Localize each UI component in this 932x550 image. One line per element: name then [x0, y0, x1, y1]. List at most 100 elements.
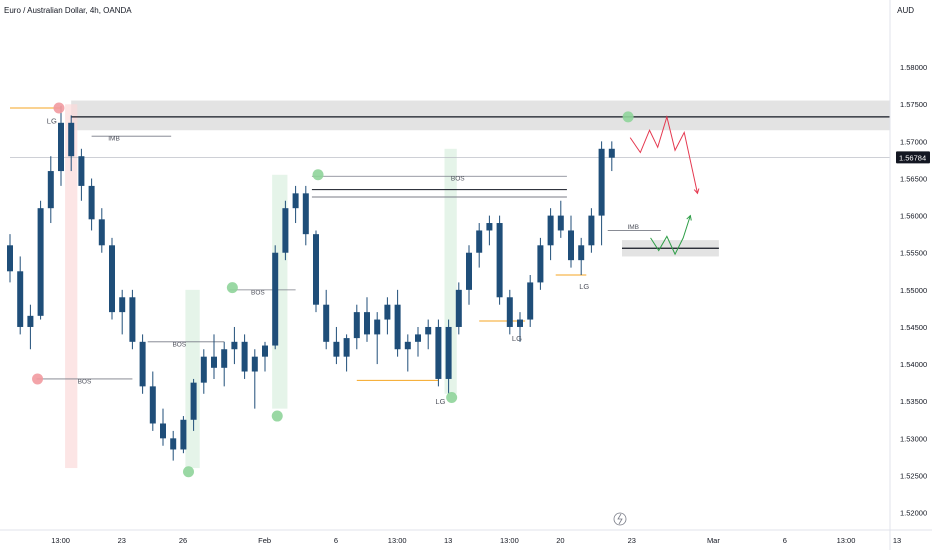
time-tick-label: 23: [628, 536, 636, 545]
candle-body: [302, 193, 309, 235]
candle-body: [68, 122, 75, 157]
bullish-projection-arrowhead: [686, 214, 692, 221]
candle-body: [608, 148, 615, 158]
time-tick-label: 20: [556, 536, 564, 545]
time-tick-label: 13:00: [388, 536, 407, 545]
green-dot-2: [226, 282, 238, 294]
candle-body: [578, 245, 585, 261]
red-zone: [65, 104, 78, 469]
price-tick-label: 1.54500: [900, 323, 927, 332]
time-tick-label: Mar: [707, 536, 720, 545]
price-tick-label: 1.52000: [900, 509, 927, 518]
price-tick-label: 1.56000: [900, 212, 927, 221]
candle-body: [262, 345, 268, 357]
annotation-lg: LG: [47, 117, 57, 126]
candle-body: [598, 148, 605, 216]
candle-body: [58, 122, 64, 172]
candle-body: [221, 349, 228, 368]
price-tick-label: 1.53000: [900, 434, 927, 443]
candle-body: [425, 326, 432, 335]
candles-group: [7, 105, 615, 461]
annotation-lg: LG: [579, 282, 589, 291]
bearish-projection-arrowhead: [693, 188, 700, 195]
price-tick-label: 1.58000: [900, 63, 927, 72]
lightning-icon-ring: [613, 512, 627, 526]
candle-body: [139, 341, 146, 387]
candle-body: [109, 245, 115, 313]
bearish-projection: [629, 114, 698, 194]
price-tick-label: 1.52500: [900, 471, 927, 480]
candle-body: [17, 271, 24, 327]
price-tick-label: 1.53500: [900, 397, 927, 406]
candle-body: [78, 156, 85, 186]
red-dot-high: [53, 102, 65, 114]
candle-body: [364, 312, 370, 335]
candle-body: [445, 326, 452, 379]
lightning-icon-bolt: [617, 513, 623, 525]
candle-body: [486, 223, 493, 231]
currency-label: AUD: [897, 6, 914, 15]
candle-body: [272, 252, 279, 346]
bullish-projection: [650, 215, 691, 256]
candle-body: [313, 234, 319, 305]
candle-body: [517, 319, 523, 327]
candle-body: [27, 315, 34, 327]
red-dot-low: [32, 373, 44, 385]
time-tick-label: 13:00: [837, 536, 856, 545]
candle-body: [404, 341, 411, 350]
green-zone-1: [185, 289, 200, 469]
lightning-icon: [613, 512, 627, 526]
time-tick-label: 13:00: [500, 536, 519, 545]
price-tick-label: 1.55000: [900, 286, 927, 295]
price-tick-label: 1.57500: [900, 100, 927, 109]
time-tick-label: 13: [893, 536, 901, 545]
candle-body: [568, 230, 574, 261]
annotation-bos: BOS: [251, 289, 265, 296]
candle-body: [547, 215, 554, 246]
candle-body: [88, 185, 95, 220]
candle-body: [200, 356, 207, 383]
candle-body: [588, 215, 595, 246]
symbol-title: Euro / Australian Dollar, 4h, OANDA: [4, 6, 132, 15]
candle-body: [394, 304, 401, 350]
candle-body: [353, 312, 360, 339]
candle-body: [292, 193, 299, 209]
green-dot-1: [183, 466, 194, 478]
candle-body: [170, 438, 177, 450]
candle-body: [343, 338, 350, 357]
candle-body: [251, 356, 258, 372]
candle-body: [374, 319, 381, 335]
time-tick-label: 26: [179, 536, 187, 545]
price-tick-label: 1.56500: [900, 174, 927, 183]
candle-body: [180, 419, 187, 450]
green-dot-3: [271, 410, 283, 422]
candle-body: [129, 297, 136, 342]
annotation-bos: BOS: [78, 378, 92, 385]
candle-body: [47, 171, 54, 209]
time-tick-label: 23: [118, 536, 126, 545]
candle-body: [119, 297, 126, 313]
candle-body: [241, 341, 248, 372]
candle-body: [557, 215, 564, 231]
candle-body: [415, 334, 421, 342]
time-tick-label: 6: [783, 536, 787, 545]
candle-body: [527, 282, 534, 320]
grey-zone-top: [71, 100, 890, 131]
price-tick-label: 1.55500: [900, 249, 927, 258]
time-tick-label: 13: [444, 536, 452, 545]
current-price-tag: [896, 151, 930, 164]
candle-body: [231, 341, 238, 350]
candle-body: [160, 423, 166, 439]
time-tick-label: Feb: [258, 536, 271, 545]
candle-body: [190, 382, 197, 420]
candle-body: [537, 245, 544, 283]
current-price-label: 1.56784: [899, 153, 926, 162]
annotation-lg: LG: [512, 334, 522, 343]
green-dot-6: [622, 111, 634, 123]
candle-body: [37, 208, 44, 316]
candle-body: [455, 289, 462, 327]
candle-body: [282, 208, 289, 253]
annotation-imb: IMB: [108, 136, 120, 143]
candle-body: [7, 245, 13, 272]
